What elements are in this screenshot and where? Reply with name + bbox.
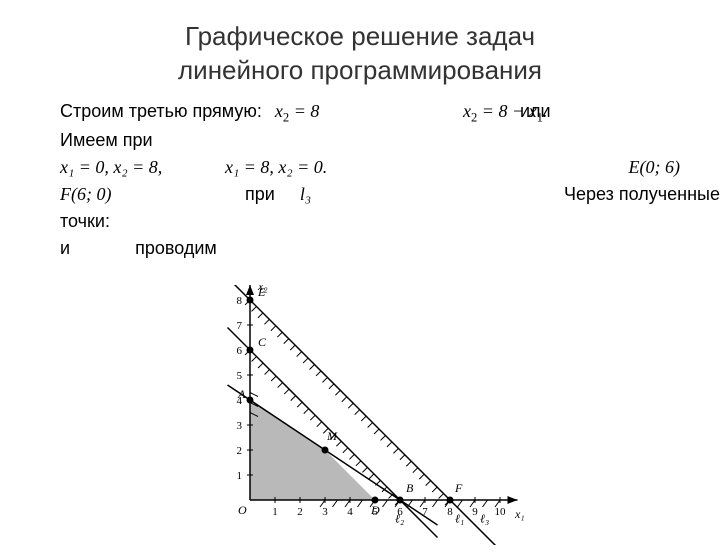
- svg-text:2: 2: [297, 506, 303, 518]
- body-text: Строим третью прямую: x2 = 8 или x2 = 8 …: [0, 88, 720, 262]
- line-1: Строим третью прямую: x2 = 8 или x2 = 8 …: [60, 98, 680, 127]
- line-4: F(6; 0) при l₃ Через полученные: [60, 181, 680, 208]
- t2: Имеем при: [60, 130, 153, 150]
- t3c: Через полученные: [564, 181, 720, 208]
- eq2b: x₁ = 8, x₂ = 0.: [225, 154, 327, 181]
- svg-text:E: E: [257, 285, 266, 299]
- svg-text:3: 3: [237, 420, 243, 432]
- svg-text:8: 8: [447, 506, 453, 518]
- svg-text:1: 1: [237, 470, 243, 482]
- svg-text:B: B: [406, 481, 414, 495]
- t1: Строим третью прямую:: [60, 101, 262, 121]
- svg-text:1: 1: [272, 506, 278, 518]
- eq-x2-8-x1: x2 = 8 − x1.: [463, 98, 547, 127]
- svg-text:2: 2: [237, 445, 243, 457]
- svg-text:D: D: [370, 503, 380, 517]
- title-line-1: Графическое решение задач: [185, 21, 535, 51]
- svg-text:ℓ₂: ℓ₂: [395, 512, 404, 526]
- l3-label: l₃: [300, 181, 311, 208]
- svg-text:x₁: x₁: [514, 507, 525, 521]
- svg-text:10: 10: [495, 506, 507, 518]
- svg-text:F: F: [454, 481, 463, 495]
- eq2a: x₁ = 0, x₂ = 8,: [60, 154, 200, 181]
- chart-svg: 1234567891012345678ℓ₁ℓ₂ℓ₃Ox₁x₂ACEMDBF: [210, 285, 530, 545]
- eq-x2-8: x2 = 8: [275, 98, 319, 127]
- svg-text:A: A: [237, 387, 246, 401]
- point-F: F(6; 0): [60, 181, 140, 208]
- svg-text:9: 9: [472, 506, 478, 518]
- page-title: Графическое решение задач линейного прог…: [0, 20, 720, 88]
- line-2: Имеем при: [60, 127, 680, 154]
- svg-text:8: 8: [237, 295, 243, 307]
- line-5: точки:: [60, 208, 680, 235]
- svg-text:ℓ₃: ℓ₃: [480, 512, 489, 526]
- svg-text:4: 4: [347, 506, 353, 518]
- t5b: проводим: [135, 235, 217, 262]
- svg-text:5: 5: [237, 370, 243, 382]
- t5a: и: [60, 238, 70, 258]
- t4: точки:: [60, 211, 110, 231]
- svg-text:O: O: [238, 503, 247, 517]
- t3a: при: [245, 181, 275, 208]
- svg-text:M: M: [326, 429, 338, 443]
- svg-text:7: 7: [237, 320, 243, 332]
- point-E: E(0; 6): [629, 154, 680, 181]
- title-line-2: линейного программирования: [178, 55, 542, 85]
- svg-text:3: 3: [322, 506, 328, 518]
- line-3: x₁ = 0, x₂ = 8, x₁ = 8, x₂ = 0. E(0; 6): [60, 154, 680, 181]
- lp-chart: 1234567891012345678ℓ₁ℓ₂ℓ₃Ox₁x₂ACEMDBF: [210, 285, 530, 545]
- svg-text:6: 6: [237, 345, 243, 357]
- line-6: и проводим: [60, 235, 680, 262]
- svg-text:C: C: [258, 335, 267, 349]
